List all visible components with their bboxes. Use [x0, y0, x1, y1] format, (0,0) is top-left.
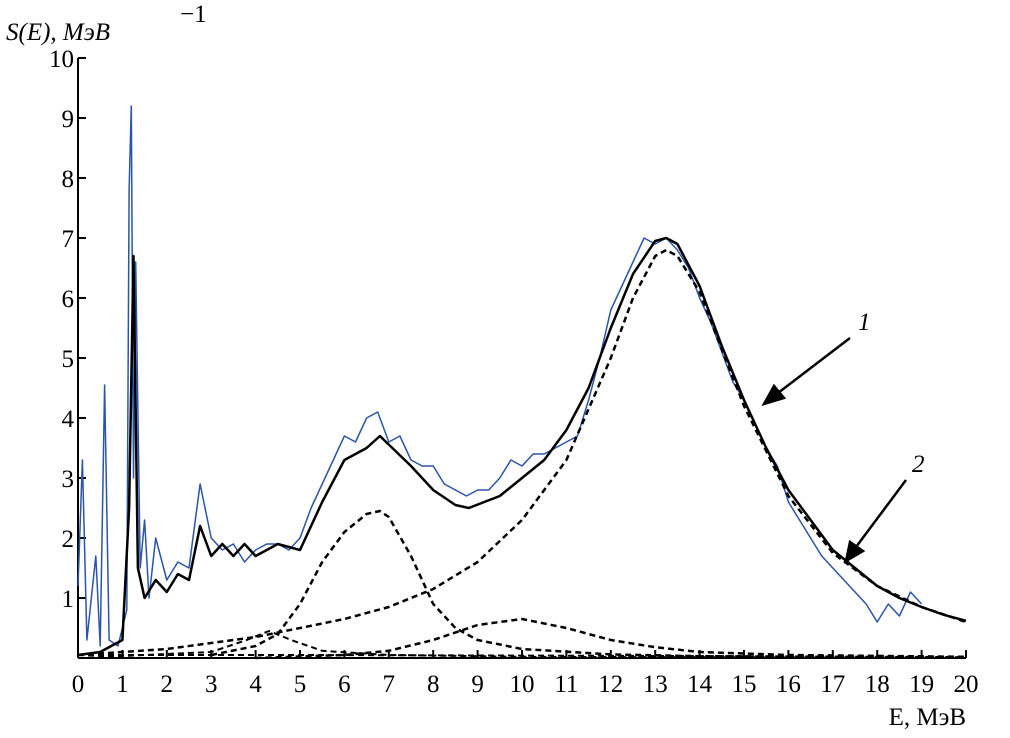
- y-tick-label: 4: [62, 406, 75, 433]
- series-line: [255, 617, 967, 660]
- arrow-head: [844, 539, 866, 564]
- x-tick-label: 3: [205, 671, 218, 698]
- series-line: [78, 654, 967, 658]
- x-tick-label: 0: [72, 671, 85, 698]
- annotation-arrows: [761, 337, 908, 564]
- arrow-line: [777, 337, 851, 394]
- y-axis-label-exponent: −1: [180, 1, 207, 28]
- series-line: [77, 105, 923, 647]
- series-line: [77, 248, 967, 657]
- x-tick-label: 20: [954, 671, 979, 698]
- x-tick-label: 1: [116, 671, 129, 698]
- x-tick-label: 8: [427, 671, 440, 698]
- x-tick-label: 14: [687, 671, 713, 698]
- x-tick-label: 11: [554, 671, 578, 698]
- annotation: 2: [912, 451, 925, 478]
- series-line: [210, 509, 967, 659]
- series-line: [77, 630, 967, 659]
- x-tick-label: 19: [909, 671, 934, 698]
- y-tick-label: 3: [62, 466, 75, 493]
- arrow-line: [854, 479, 908, 548]
- x-tick-label: 5: [294, 671, 307, 698]
- annotation: 1: [858, 309, 871, 336]
- x-tick-label: 18: [865, 671, 890, 698]
- x-tick-label: 10: [510, 671, 535, 698]
- x-tick-label: 17: [820, 671, 845, 698]
- y-tick-label: 8: [62, 166, 75, 193]
- x-tick-label: 4: [249, 671, 262, 698]
- x-tick-label: 13: [643, 671, 668, 698]
- y-tick-label: 2: [62, 526, 75, 553]
- arrow-head: [761, 383, 787, 407]
- y-tick-label: 10: [49, 46, 74, 73]
- y-tick-label: 7: [62, 226, 75, 253]
- x-tick-label: 15: [732, 671, 757, 698]
- y-tick-label: 6: [62, 286, 75, 313]
- x-tick-label: 12: [598, 671, 623, 698]
- y-tick-label: 9: [62, 106, 75, 133]
- x-tick-label: 9: [471, 671, 484, 698]
- series-line: [77, 236, 967, 657]
- x-tick-label: 6: [338, 671, 351, 698]
- y-axis-label: S(E), МэВ: [6, 19, 110, 46]
- y-tick-label: 1: [62, 586, 75, 613]
- x-tick-label: 16: [776, 671, 801, 698]
- y-tick-label: 5: [62, 346, 75, 373]
- x-tick-label: 7: [383, 671, 396, 698]
- x-tick-label: 2: [161, 671, 174, 698]
- x-axis-label: E, МэВ: [889, 704, 966, 731]
